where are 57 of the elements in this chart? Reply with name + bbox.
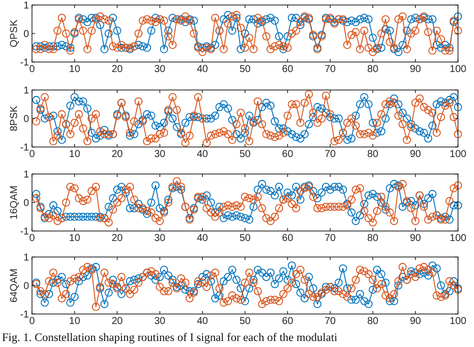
caption: Fig. 1. Constellation shaping routines of I signal for each of the modulati (2, 332, 338, 344)
x-tick-label: 90 (410, 316, 422, 327)
y-tick-label: 0 (23, 114, 30, 125)
x-tick-label: 60 (282, 149, 294, 160)
x-tick-label: 50 (239, 233, 251, 244)
x-tick-label: 10 (69, 316, 81, 327)
x-tick-label: 60 (282, 316, 294, 327)
x-tick-label: 20 (112, 149, 124, 160)
x-tick-label: 30 (154, 64, 166, 75)
y-tick-label: -1 (20, 310, 30, 320)
y-axis-title: 8PSK (9, 105, 20, 132)
x-tick-label: 80 (367, 316, 379, 327)
x-tick-label: 70 (324, 149, 336, 160)
x-tick-label: 60 (282, 64, 294, 75)
x-tick-label: 60 (282, 233, 294, 244)
y-tick-label: 1 (23, 86, 30, 96)
x-tick-label: 100 (450, 149, 467, 160)
y-tick-label: 0 (23, 198, 30, 209)
y-tick-label: 1 (23, 170, 30, 180)
x-tick-label: 70 (324, 64, 336, 75)
x-tick-label: 10 (69, 149, 81, 160)
x-tick-label: 80 (367, 149, 379, 160)
x-tick-label: 40 (196, 64, 208, 75)
y-axis-title: 64QAM (9, 268, 20, 302)
x-tick-label: 40 (196, 316, 208, 327)
x-tick-label: 80 (367, 233, 379, 244)
x-tick-label: 20 (112, 64, 124, 75)
x-tick-label: 70 (324, 233, 336, 244)
x-tick-label: 90 (410, 64, 422, 75)
y-tick-label: 0 (23, 29, 30, 40)
x-tick-label: 50 (239, 316, 251, 327)
x-tick-label: 10 (69, 64, 81, 75)
x-tick-label: 40 (196, 233, 208, 244)
x-tick-label: 100 (450, 316, 467, 327)
x-tick-label: 20 (112, 316, 124, 327)
x-tick-label: 30 (154, 316, 166, 327)
x-tick-label: 90 (410, 149, 422, 160)
x-tick-label: 50 (239, 64, 251, 75)
y-tick-label: -1 (20, 142, 30, 154)
x-tick-label: 30 (154, 149, 166, 160)
x-tick-label: 50 (239, 149, 251, 160)
x-tick-label: 100 (450, 64, 467, 75)
y-axis-title: 16QAM (9, 186, 20, 220)
y-tick-label: 1 (23, 0, 30, 12)
x-tick-label: 30 (154, 233, 166, 244)
y-tick-label: -1 (20, 226, 30, 238)
x-tick-label: 20 (112, 233, 124, 244)
x-tick-label: 40 (196, 149, 208, 160)
y-tick-label: -1 (20, 58, 30, 68)
x-tick-label: 90 (410, 233, 422, 244)
x-tick-label: 70 (324, 316, 336, 327)
x-tick-label: 80 (367, 64, 379, 75)
y-axis-title: QPSK (9, 19, 20, 48)
y-tick-label: 0 (23, 281, 30, 292)
x-tick-label: 10 (69, 233, 81, 244)
y-tick-label: 1 (23, 252, 30, 264)
x-tick-label: 100 (450, 233, 467, 244)
